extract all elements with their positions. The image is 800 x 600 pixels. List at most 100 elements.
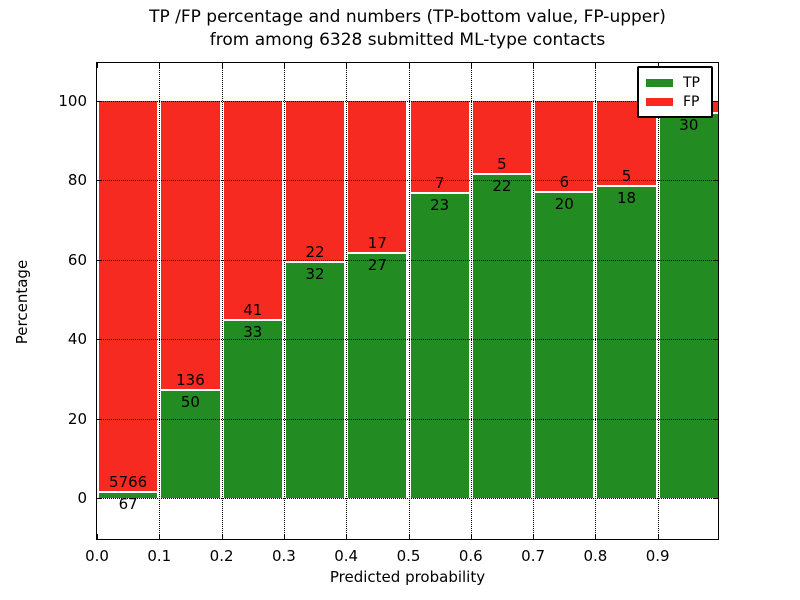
x-tick-label: 0.2 (209, 547, 234, 565)
legend: TP FP (637, 66, 713, 118)
x-tick-mark (221, 63, 223, 68)
x-tick-mark (470, 63, 472, 68)
fp-count-label: 5 (621, 167, 632, 186)
x-tick-label: 0.8 (583, 547, 608, 565)
bar-segment-tp (161, 391, 220, 498)
x-gridline (346, 63, 348, 539)
chart-title-line2: from among 6328 submitted ML-type contac… (209, 30, 606, 50)
y-tick-mark (97, 418, 102, 420)
y-tick-mark (97, 101, 102, 102)
x-tick-mark (408, 534, 410, 539)
fp-count-label: 17 (367, 234, 387, 253)
y-tick-mark (713, 418, 718, 420)
x-tick-label: 0.4 (334, 547, 359, 565)
y-tick-mark (713, 101, 718, 102)
tp-count-label: 30 (679, 115, 699, 134)
tp-swatch-icon (646, 78, 673, 87)
x-tick-mark (533, 63, 535, 68)
fp-count-label: 136 (176, 371, 205, 390)
x-axis-label: Predicted probability (329, 568, 486, 586)
bar-segment-tp (659, 113, 718, 498)
x-gridline (657, 63, 659, 539)
x-tick-mark (221, 534, 223, 539)
y-tick-mark (713, 498, 718, 499)
tp-count-label: 22 (492, 176, 512, 195)
y-gridline (97, 498, 718, 499)
x-tick-label: 0.7 (521, 547, 546, 565)
x-gridline (533, 63, 535, 539)
x-tick-label: 0.3 (271, 547, 296, 565)
y-gridline (97, 259, 718, 261)
x-tick-label: 0.6 (458, 547, 483, 565)
tp-count-label: 67 (118, 495, 138, 514)
chart-title: TP /FP percentage and numbers (TP-bottom… (96, 6, 719, 52)
chart-title-line1: TP /FP percentage and numbers (TP-bottom… (149, 7, 666, 27)
bar-segment-fp (472, 101, 532, 173)
legend-item-tp: TP (646, 73, 704, 92)
x-tick-label: 0.1 (147, 547, 172, 565)
legend-item-fp: FP (646, 92, 704, 111)
tp-count-label: 18 (616, 189, 637, 208)
bar-segment-tp (99, 493, 158, 498)
bar-segment-tp (348, 254, 407, 498)
fp-count-label: 5 (497, 154, 507, 173)
x-tick-mark (159, 534, 161, 539)
y-tick-mark (97, 180, 102, 182)
x-tick-mark (470, 534, 472, 539)
x-gridline (408, 63, 410, 539)
y-tick-label: 0 (77, 489, 87, 507)
x-gridline (470, 63, 472, 539)
bar-segment-tp (597, 187, 656, 498)
bar-segment-tp (285, 262, 345, 498)
y-tick-label: 100 (58, 92, 87, 110)
fp-count-label: 22 (305, 242, 325, 261)
x-tick-mark (346, 63, 348, 68)
x-tick-mark (283, 63, 285, 68)
x-tick-label: 0.0 (85, 547, 109, 565)
y-gridline (97, 339, 718, 341)
x-gridline (283, 63, 285, 539)
bar-segment-fp (161, 101, 220, 390)
bar-segment-tp (472, 174, 532, 498)
y-axis-label: Percentage (13, 259, 31, 345)
legend-label-tp: TP (683, 74, 700, 91)
x-tick-label: 0.9 (645, 547, 670, 565)
x-gridline (159, 63, 161, 539)
bar-segment-fp (99, 101, 158, 492)
bar-segment-fp (223, 101, 282, 319)
x-tick-mark (97, 534, 98, 539)
plot-area: TP FP 5766 67 136 50 41 33 22 32 17 27 7 23 5 22 6 20 5 1… (58, 62, 719, 565)
y-tick-mark (713, 339, 718, 341)
x-tick-mark (657, 534, 659, 539)
tp-count-label: 27 (367, 256, 387, 275)
x-tick-mark (346, 534, 348, 539)
tp-count-label: 23 (430, 195, 450, 214)
y-tick-label: 80 (67, 171, 87, 190)
y-tick-label: 20 (67, 409, 87, 428)
y-tick-mark (713, 259, 718, 261)
x-tick-mark (595, 534, 597, 539)
x-tick-mark (408, 63, 410, 68)
y-gridline (97, 418, 718, 420)
y-gridline (97, 101, 718, 102)
x-gridline (595, 63, 597, 539)
y-tick-label: 60 (67, 250, 87, 269)
tp-count-label: 50 (180, 393, 200, 412)
y-tick-mark (97, 259, 102, 261)
legend-label-fp: FP (683, 93, 700, 110)
y-tick-label: 40 (67, 330, 87, 349)
x-tick-mark (283, 534, 285, 539)
y-tick-mark (97, 339, 102, 341)
bar-segment-fp (348, 101, 407, 253)
bar-segment-fp (410, 101, 469, 192)
bar-segment-tp (223, 320, 282, 498)
x-tick-mark (97, 63, 98, 68)
y-tick-mark (713, 180, 718, 182)
tp-count-label: 33 (243, 322, 263, 341)
x-tick-mark (533, 534, 535, 539)
x-tick-label: 0.5 (396, 547, 421, 565)
bar-segment-fp (535, 101, 594, 191)
x-tick-mark (159, 63, 161, 68)
bar-segment-tp (535, 192, 594, 498)
y-gridline (97, 180, 718, 182)
